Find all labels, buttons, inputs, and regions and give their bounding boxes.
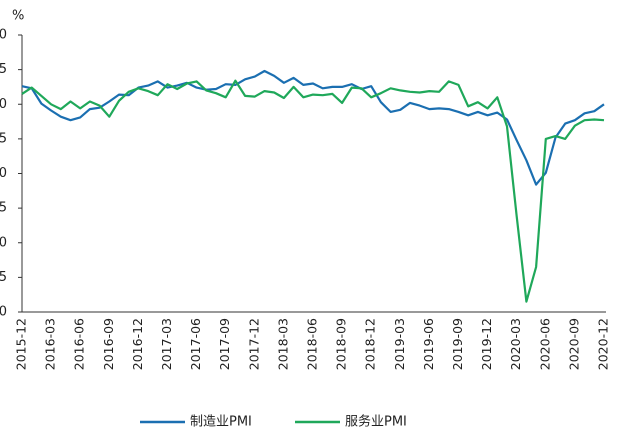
y-tick-label: 50 <box>0 97 7 112</box>
series-line <box>21 69 605 186</box>
x-tick-label: 2019-03 <box>392 318 407 370</box>
x-tick-label: 2018-12 <box>363 318 378 370</box>
x-tick-label: 2016-09 <box>101 318 116 370</box>
y-tick-label: 55 <box>0 62 7 77</box>
x-tick-label: 2019-06 <box>421 318 436 370</box>
x-tick-label: 2020-12 <box>596 318 611 370</box>
y-tick-label: 35 <box>0 201 7 216</box>
x-tick-label: 2018-09 <box>334 318 349 370</box>
y-unit: % <box>12 9 24 24</box>
x-tick-label: 2015-12 <box>14 318 29 370</box>
legend-label: 服务业PMI <box>345 414 407 430</box>
x-tick-label: 2017-06 <box>188 318 203 370</box>
x-tick-label: 2016-06 <box>72 318 87 370</box>
x-tick-label: 2019-09 <box>450 318 465 370</box>
x-tick-label: 2020-03 <box>508 318 523 370</box>
legend-label: 制造业PMI <box>190 415 252 430</box>
x-tick-label: 2017-09 <box>217 318 232 370</box>
y-tick-label: 45 <box>0 131 7 146</box>
y-tick-label: 20 <box>0 305 7 320</box>
x-tick-label: 2020-06 <box>537 318 552 370</box>
y-tick-label: 30 <box>0 235 7 250</box>
x-tick-label: 2019-12 <box>479 318 494 370</box>
x-tick-label: 2016-12 <box>130 318 145 370</box>
x-tick-label: 2016-03 <box>43 318 58 370</box>
x-tick-label: 2020-09 <box>566 318 581 370</box>
x-tick-label: 2018-06 <box>305 318 320 370</box>
series-line <box>21 79 605 303</box>
x-tick-label: 2017-03 <box>159 318 174 370</box>
y-tick-label: 40 <box>0 166 7 181</box>
x-tick-label: 2018-03 <box>275 318 290 370</box>
y-tick-label: 60 <box>0 28 7 43</box>
x-tick-label: 2017-12 <box>246 318 261 370</box>
y-tick-label: 25 <box>0 270 7 285</box>
